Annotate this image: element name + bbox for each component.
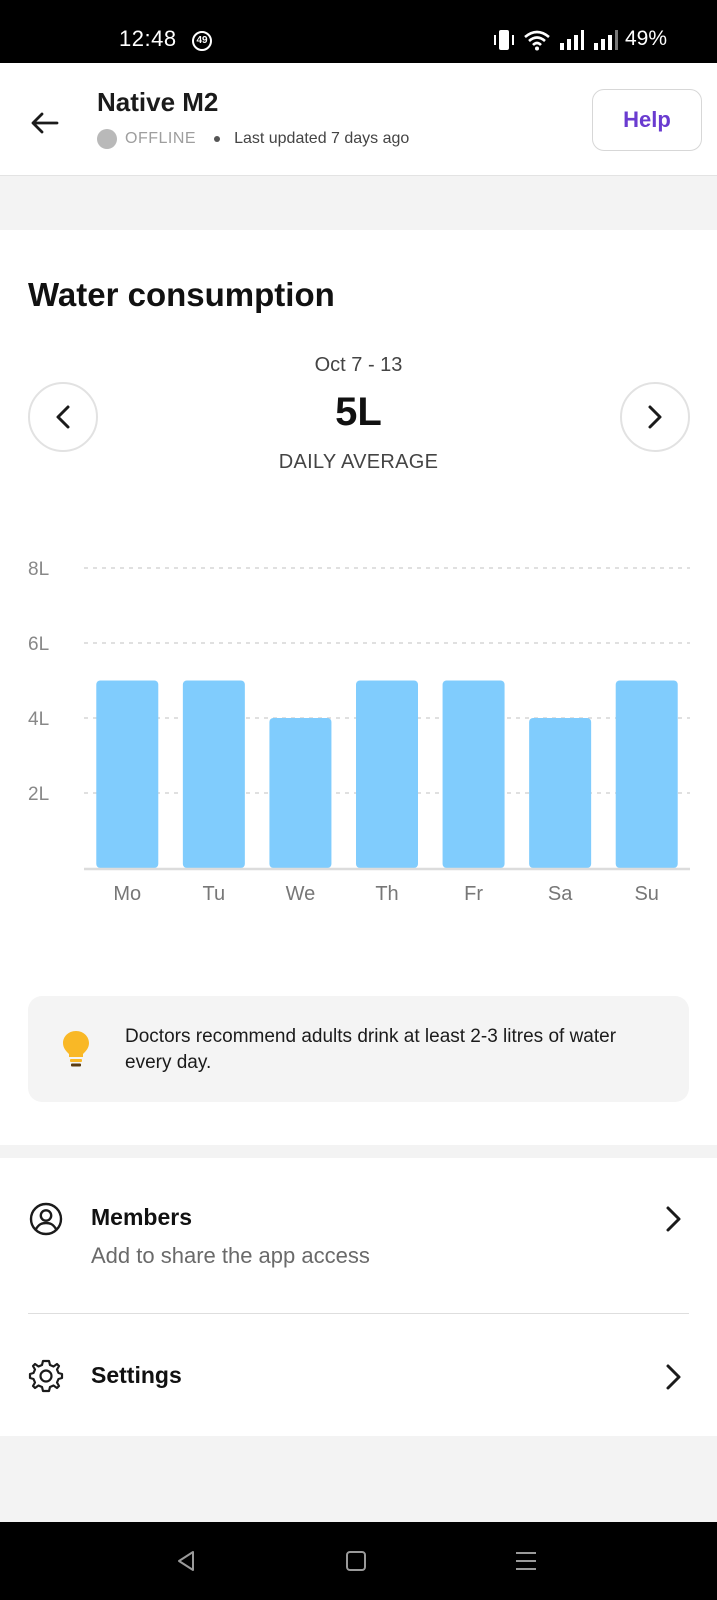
x-tick-label: Sa — [548, 883, 573, 900]
next-week-button[interactable] — [620, 382, 690, 452]
app-header: Native M2 OFFLINE Last updated 7 days ag… — [0, 63, 717, 176]
y-tick-label: 4L — [28, 709, 49, 730]
settings-menu-item[interactable]: Settings — [0, 1314, 717, 1436]
bar-mo — [96, 680, 159, 868]
lightbulb-icon — [63, 1031, 89, 1067]
tip-text: Doctors recommend adults drink at least … — [125, 1026, 617, 1073]
bar-fr — [442, 680, 505, 868]
x-tick-label: Su — [634, 883, 658, 900]
vibrate-icon — [494, 30, 514, 50]
back-button[interactable] — [24, 103, 64, 143]
y-tick-label: 6L — [28, 634, 49, 655]
chevron-right-icon — [666, 1206, 681, 1232]
x-tick-label: We — [286, 883, 316, 900]
members-title: Members — [91, 1204, 192, 1230]
menu-divider — [28, 1313, 689, 1314]
system-navigation-bar — [0, 1522, 717, 1600]
water-consumption-card: Water consumption Oct 7 - 13 5L DAILY AV… — [0, 230, 717, 1145]
status-time: 12:48 — [119, 26, 177, 51]
section-title: Water consumption — [28, 276, 335, 313]
tip-box: Doctors recommend adults drink at least … — [28, 996, 689, 1102]
x-tick-label: Th — [375, 883, 398, 900]
back-triangle-icon[interactable] — [171, 1546, 201, 1576]
chevron-right-icon — [666, 1364, 681, 1390]
wifi-icon — [524, 30, 550, 51]
system-icons — [493, 27, 619, 53]
chevron-left-icon — [56, 405, 70, 429]
y-tick-label: 8L — [28, 559, 49, 580]
arrow-left-icon — [31, 112, 59, 134]
x-tick-label: Fr — [464, 883, 483, 900]
status-bar: 12:48 49 49% — [0, 0, 717, 63]
signal-icon-1 — [560, 30, 584, 50]
x-tick-label: Mo — [113, 883, 141, 900]
members-subtitle: Add to share the app access — [91, 1243, 370, 1268]
previous-week-button[interactable] — [28, 382, 98, 452]
help-button[interactable]: Help — [592, 89, 702, 151]
bar-th — [356, 680, 418, 868]
notification-badge: 49 — [192, 31, 212, 51]
device-name: Native M2 — [97, 87, 219, 117]
signal-icon-2 — [594, 30, 618, 50]
consumption-chart: 2L 4L 6L 8L Mo Tu We Th Fr Sa Su — [0, 520, 717, 905]
device-menu: Members Add to share the app access Sett… — [0, 1158, 717, 1436]
gear-icon — [28, 1359, 64, 1393]
user-circle-icon — [29, 1202, 63, 1236]
y-tick-label: 2L — [28, 784, 49, 805]
date-range: Oct 7 - 13 — [314, 354, 403, 376]
bar-chart: 2L 4L 6L 8L Mo Tu We Th Fr Sa Su — [28, 559, 690, 905]
home-square-icon[interactable] — [341, 1546, 371, 1576]
last-updated: Last updated 7 days ago — [234, 130, 410, 147]
bar-tu — [182, 680, 245, 868]
bar-su — [615, 680, 678, 868]
recents-menu-icon[interactable] — [511, 1546, 541, 1576]
offline-indicator-icon — [97, 129, 117, 149]
bar-we — [269, 718, 332, 868]
device-status-row: OFFLINE Last updated 7 days ago — [97, 129, 409, 149]
bar-sa — [529, 718, 592, 868]
device-status: OFFLINE — [125, 130, 197, 147]
settings-title: Settings — [91, 1362, 182, 1388]
daily-average-value: 5L — [335, 390, 382, 434]
members-menu-item[interactable]: Members Add to share the app access — [0, 1158, 717, 1313]
battery-level: 49% — [625, 27, 668, 50]
x-tick-label: Tu — [203, 883, 226, 900]
daily-average-label: DAILY AVERAGE — [278, 451, 439, 473]
separator-dot — [214, 136, 221, 142]
chevron-right-icon — [648, 405, 662, 429]
